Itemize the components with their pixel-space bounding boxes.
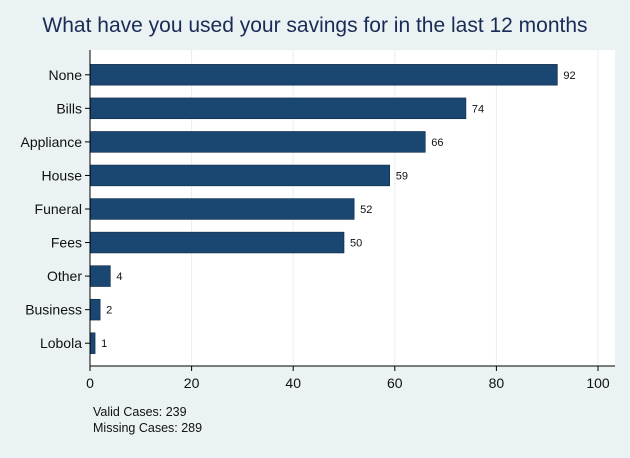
bar-value-label: 50 bbox=[350, 238, 362, 250]
chart-title: What have you used your savings for in t… bbox=[42, 14, 588, 37]
bar-value-label: 92 bbox=[563, 70, 575, 82]
x-tick-label: 0 bbox=[86, 375, 94, 391]
bar-value-label: 1 bbox=[101, 338, 107, 350]
category-label: Business bbox=[25, 302, 82, 318]
x-tick-label: 80 bbox=[489, 375, 505, 391]
x-tick-label: 40 bbox=[285, 375, 301, 391]
bar-value-label: 2 bbox=[106, 305, 112, 317]
x-tick-label: 100 bbox=[586, 375, 610, 391]
labels: None 92 Bills 74 Appliance 66 House 59 Funeral 52… bbox=[21, 67, 576, 351]
category-label: Fees bbox=[51, 235, 82, 251]
bar-value-label: 4 bbox=[116, 271, 122, 283]
bar-none bbox=[89, 64, 558, 86]
category-label: Funeral bbox=[35, 201, 82, 217]
valid-cases-note: Valid Cases: 239 bbox=[93, 405, 187, 419]
category-label: Bills bbox=[56, 100, 82, 116]
axes: 0 20 40 60 80 100 bbox=[85, 50, 615, 391]
bar-value-label: 59 bbox=[396, 170, 408, 182]
x-tick-label: 20 bbox=[184, 375, 200, 391]
x-tick-label: 60 bbox=[387, 375, 403, 391]
bar-funeral bbox=[89, 198, 355, 220]
category-label: Appliance bbox=[21, 134, 83, 150]
bar-value-label: 52 bbox=[360, 204, 372, 216]
bar-business bbox=[89, 298, 101, 321]
category-label: Lobola bbox=[40, 335, 82, 351]
bar-appliance bbox=[89, 131, 426, 153]
bar-value-label: 74 bbox=[472, 103, 484, 115]
category-label: Other bbox=[47, 268, 82, 284]
category-label: House bbox=[42, 167, 83, 183]
bar-house bbox=[89, 164, 391, 187]
missing-cases-note: Missing Cases: 289 bbox=[93, 421, 203, 435]
bar-fees bbox=[89, 231, 345, 254]
bar-other bbox=[89, 265, 111, 287]
bar-value-label: 66 bbox=[431, 137, 443, 149]
bar-bills bbox=[89, 97, 467, 120]
bars bbox=[89, 64, 558, 354]
bar-lobola bbox=[89, 332, 96, 354]
category-label: None bbox=[49, 67, 83, 83]
